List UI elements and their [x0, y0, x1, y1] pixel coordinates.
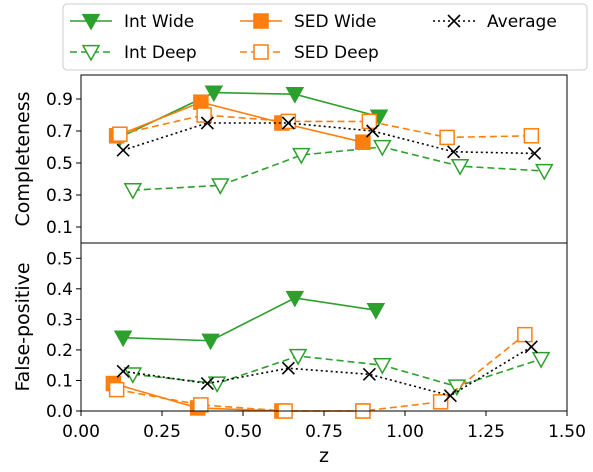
- false-positive-y-tick-label: 0.2: [46, 341, 73, 361]
- completeness-point-sed-wide: [194, 95, 208, 109]
- completeness-point-sed-deep: [113, 127, 127, 141]
- false-positive-point-sed-deep: [434, 395, 448, 409]
- z-axis-tick-label: 0.75: [305, 422, 343, 442]
- completeness-y-tick-label: 0.1: [46, 218, 73, 238]
- false-positive-point-sed-deep: [110, 383, 124, 397]
- completeness-y-tick-label: 0.3: [46, 186, 73, 206]
- legend-label: SED Deep: [294, 43, 379, 63]
- legend-label: Int Deep: [124, 43, 197, 63]
- z-axis-tick-label: 0.50: [224, 422, 262, 442]
- false-positive-y-tick-label: 0.1: [46, 371, 73, 391]
- completeness-point-sed-deep: [440, 130, 454, 144]
- false-positive-axis-label: False-positive: [12, 262, 34, 391]
- legend-marker-swatch: [254, 45, 268, 59]
- z-axis-label: z: [319, 445, 329, 467]
- legend-marker-swatch: [254, 14, 268, 28]
- legend-label: Average: [487, 12, 557, 32]
- false-positive-point-sed-deep: [194, 398, 208, 412]
- z-axis-tick-label: 1.25: [467, 422, 505, 442]
- legend: Int Wide Int Deep SED Wide SED Deep Average: [63, 4, 587, 70]
- false-positive-y-tick-label: 0.3: [46, 310, 73, 330]
- false-positive-point-sed-deep: [518, 328, 532, 342]
- false-positive-y-tick-label: 0.5: [46, 249, 73, 269]
- completeness-point-sed-deep: [524, 129, 538, 143]
- false-positive-y-tick-label: 0.4: [46, 280, 73, 300]
- completeness-y-tick-label: 0.9: [46, 90, 73, 110]
- legend-label: SED Wide: [294, 12, 376, 32]
- z-axis-tick-label: 0.00: [62, 422, 100, 442]
- completeness-y-tick-label: 0.7: [46, 122, 73, 142]
- z-axis-tick-label: 0.25: [143, 422, 181, 442]
- false-positive-y-tick-label: 0.0: [46, 402, 73, 422]
- completeness-axis-label: Completeness: [12, 91, 34, 226]
- completeness-point-sed-deep: [362, 114, 376, 128]
- legend-label: Int Wide: [124, 12, 194, 32]
- completeness-y-tick-label: 0.5: [46, 154, 73, 174]
- completeness-point-sed-wide: [356, 135, 370, 149]
- z-axis-tick-label: 1.00: [386, 422, 424, 442]
- z-axis-tick-label: 1.50: [548, 422, 586, 442]
- completeness-point-sed-deep: [281, 114, 295, 128]
